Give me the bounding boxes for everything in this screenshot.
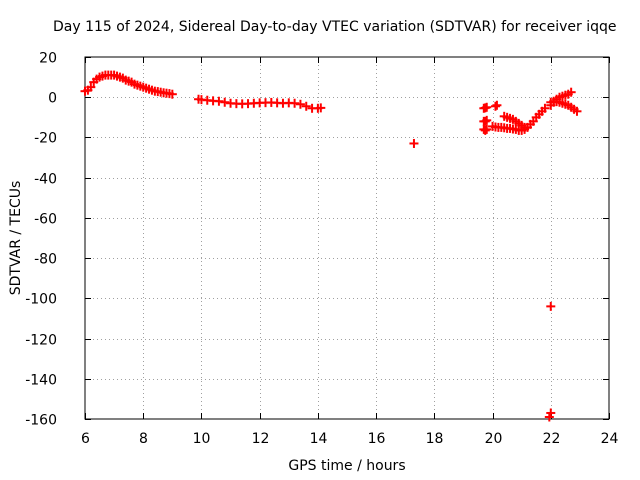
x-tick-labels: 6 8 10 12 14 16 18 20 22 24 <box>81 431 618 447</box>
y-tick-label: 0 <box>48 91 57 107</box>
x-tick-label: 24 <box>601 431 619 447</box>
data-point <box>566 87 576 97</box>
grid <box>85 57 609 419</box>
x-tick-label: 18 <box>426 431 444 447</box>
data-point <box>492 100 502 110</box>
y-tick-label: 20 <box>39 51 57 67</box>
data-point <box>546 301 556 311</box>
axis-ticks <box>85 57 610 420</box>
chart-title: Day 115 of 2024, Sidereal Day-to-day VTE… <box>53 19 617 35</box>
y-axis-label: SDTVAR / TECUs <box>8 181 24 296</box>
x-axis-label: GPS time / hours <box>288 458 405 474</box>
data-point <box>482 124 492 134</box>
data-point <box>86 82 96 92</box>
x-tick-label: 6 <box>81 431 90 447</box>
y-tick-label: -120 <box>25 333 57 349</box>
x-tick-label: 8 <box>139 431 148 447</box>
x-tick-label: 16 <box>368 431 386 447</box>
x-tick-label: 22 <box>543 431 561 447</box>
data-point <box>295 99 305 109</box>
data-point <box>290 98 300 108</box>
data-point <box>520 122 530 132</box>
data-point <box>482 102 492 112</box>
x-tick-label: 12 <box>252 431 270 447</box>
data-point <box>540 103 550 113</box>
y-tick-label: -40 <box>34 172 57 188</box>
data-point <box>409 138 419 148</box>
x-tick-label: 10 <box>193 431 211 447</box>
y-tick-label: -100 <box>25 292 57 308</box>
data-point <box>572 106 582 116</box>
data-point <box>301 101 311 111</box>
plot-frame <box>84 56 610 420</box>
data-points <box>80 70 582 422</box>
data-point <box>482 115 492 125</box>
y-tick-label: -140 <box>25 373 57 389</box>
y-tick-label: -20 <box>34 131 57 147</box>
y-tick-label: -60 <box>34 212 57 228</box>
data-point <box>220 97 230 107</box>
y-tick-label: -160 <box>25 413 57 429</box>
x-tick-label: 20 <box>485 431 503 447</box>
data-point <box>167 89 177 99</box>
x-tick-label: 14 <box>310 431 328 447</box>
data-point <box>316 103 326 113</box>
y-tick-label: -80 <box>34 252 57 268</box>
y-tick-labels: 20 0 -20 -40 -60 -80 -100 -120 -140 -160 <box>25 51 57 429</box>
data-point <box>214 96 224 106</box>
data-point <box>544 412 554 422</box>
